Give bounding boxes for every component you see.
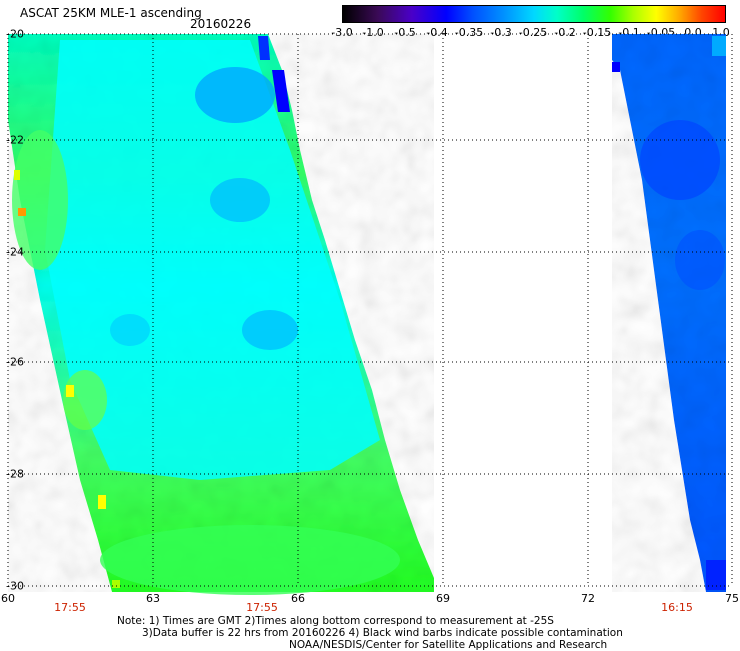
lon-label: 72 (581, 592, 595, 605)
left-swath (8, 34, 434, 595)
colorbar-tick: -0.3 (490, 26, 512, 39)
note-line-1: Note: 1) Times are GMT 2)Times along bot… (117, 615, 554, 627)
map-title: ASCAT 25KM MLE-1 ascending (20, 6, 202, 20)
lon-label: 66 (291, 592, 305, 605)
colorbar-tick: -1.0 (362, 26, 384, 39)
lat-lon-grid (7, 33, 733, 587)
colorbar (342, 5, 726, 23)
colorbar-tick: -0.5 (394, 26, 416, 39)
lat-label: -28 (6, 467, 24, 481)
lon-label: 75 (725, 592, 739, 605)
lon-label: 69 (436, 592, 450, 605)
right-swath (612, 34, 726, 592)
note-line-3: NOAA/NESDIS/Center for Satellite Applica… (289, 639, 608, 651)
lat-label: -26 (6, 355, 24, 369)
colorbar-tick: -3.0 (331, 26, 353, 39)
note-line-2: 3)Data buffer is 22 hrs from 20160226 4)… (142, 627, 623, 639)
lat-label: -20 (6, 27, 24, 41)
pass-time: 17:55 (54, 601, 86, 614)
lon-label: 60 (1, 592, 15, 605)
lon-label: 63 (146, 592, 160, 605)
colorbar-tick: -0.25 (518, 26, 548, 39)
lat-label: -22 (6, 133, 24, 147)
lat-label: -24 (6, 245, 24, 259)
map-date: 20160226 (190, 17, 252, 31)
colorbar-tick: -0.35 (454, 26, 484, 39)
pass-time: 16:15 (661, 601, 693, 614)
colorbar-tick: -0.15 (582, 26, 612, 39)
pass-time: 17:55 (246, 601, 278, 614)
lat-label: -30 (6, 579, 24, 593)
colorbar-tick: -0.4 (426, 26, 448, 39)
colorbar-tick: -0.2 (554, 26, 576, 39)
